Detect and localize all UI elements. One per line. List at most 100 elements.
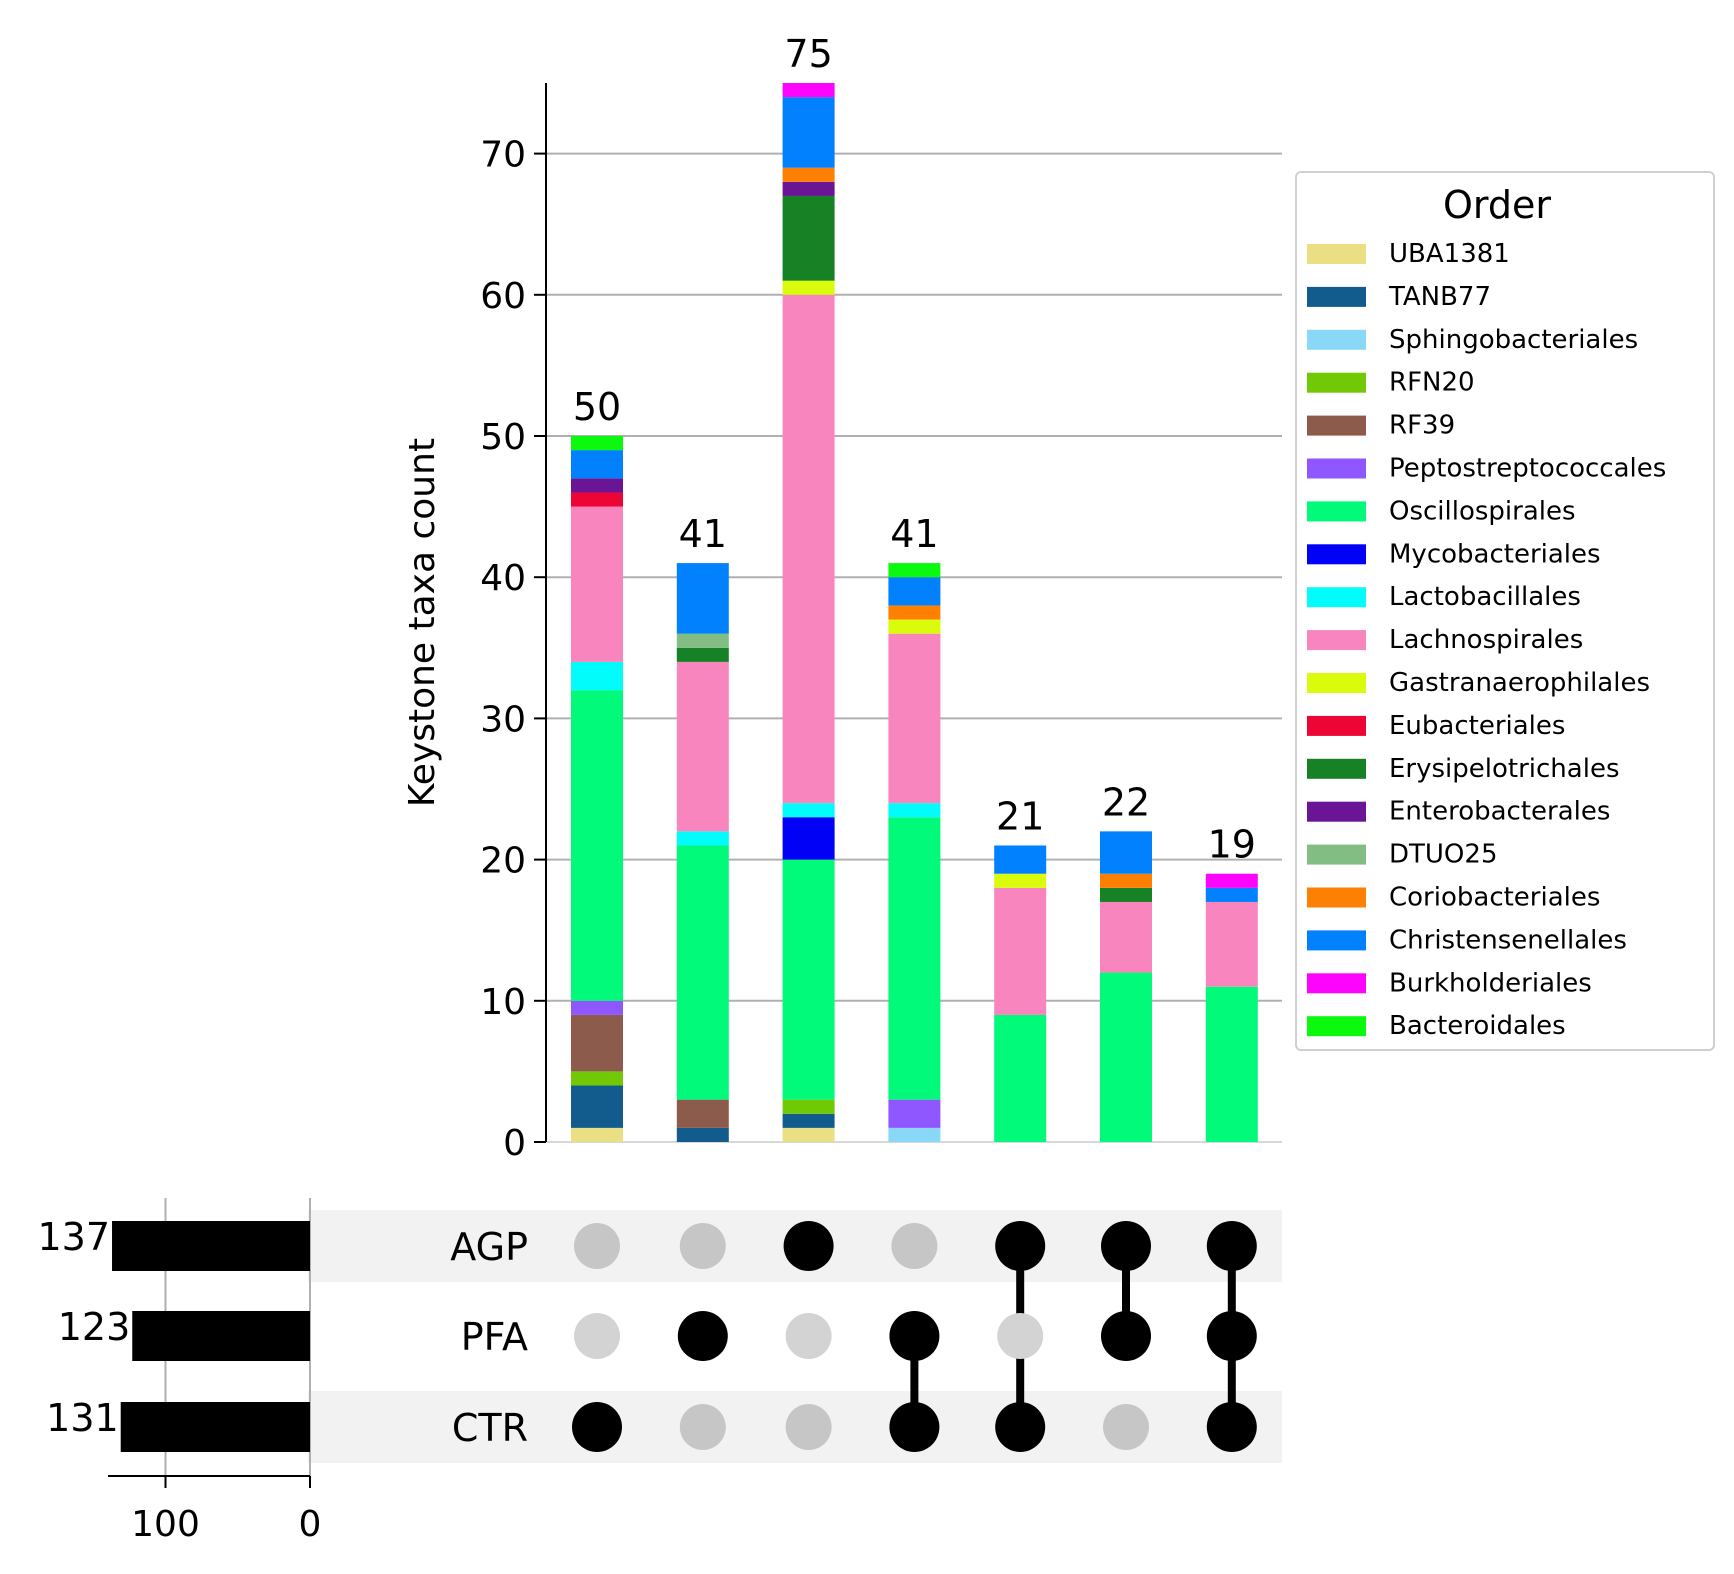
bar-segment xyxy=(1100,901,1152,973)
bar-segment xyxy=(782,803,835,818)
matrix-dot-active xyxy=(995,1402,1046,1452)
bar-segment xyxy=(1100,873,1152,888)
set-label: AGP xyxy=(450,1225,528,1269)
legend-swatch xyxy=(1307,458,1366,479)
bar-segment xyxy=(888,619,941,634)
set-size-tick-label: 0 xyxy=(299,1504,322,1545)
bar-segment xyxy=(782,83,835,98)
matrix-dot-active xyxy=(889,1402,940,1452)
bar-segment xyxy=(676,633,729,648)
legend-swatch xyxy=(1307,501,1366,522)
legend-entry: DTUO25 xyxy=(1389,840,1497,870)
bar-segment xyxy=(1205,887,1258,902)
bar-segment xyxy=(782,97,835,168)
bar-segment xyxy=(782,167,835,182)
bar-segment xyxy=(676,661,729,832)
bar-segment xyxy=(1205,901,1258,987)
y-tick-label: 0 xyxy=(503,1123,526,1164)
legend-swatch xyxy=(1307,415,1366,436)
matrix-dot-inactive xyxy=(891,1223,938,1269)
y-tick-label: 30 xyxy=(480,699,526,740)
bar-segment xyxy=(782,195,835,281)
bar-total-label: 22 xyxy=(1102,780,1150,824)
legend-entry: Eubacteriales xyxy=(1389,711,1565,741)
legend-swatch xyxy=(1307,758,1366,779)
bar-segment xyxy=(571,450,623,479)
bar-segment xyxy=(571,506,623,662)
legend-entry: Lachnospirales xyxy=(1389,625,1583,655)
legend-swatch xyxy=(1307,1016,1366,1037)
legend-swatch xyxy=(1307,372,1366,393)
legend-entry: Peptostreptococcales xyxy=(1389,454,1666,484)
bar-total-label: 41 xyxy=(890,512,938,556)
matrix-dot-active xyxy=(1206,1311,1257,1361)
set-size-bar xyxy=(120,1402,310,1452)
bar-segment xyxy=(994,873,1047,888)
legend-entry: RFN20 xyxy=(1389,368,1475,398)
bar-segment xyxy=(994,845,1047,874)
y-tick-label: 40 xyxy=(480,558,526,599)
bar-total-label: 19 xyxy=(1208,823,1256,867)
bar-segment xyxy=(888,1099,941,1128)
matrix-dot-active xyxy=(1206,1221,1257,1271)
matrix-dot-inactive xyxy=(997,1313,1044,1359)
y-tick-label: 10 xyxy=(480,982,526,1023)
legend-swatch xyxy=(1307,286,1366,307)
legend-entry: Christensenellales xyxy=(1389,925,1627,955)
bar-segment xyxy=(888,605,941,620)
legend-entry: Bacteroidales xyxy=(1389,1011,1566,1041)
bar-segment xyxy=(888,1127,941,1142)
matrix-dot-active xyxy=(1206,1402,1257,1452)
y-axis-label: Keystone taxa count xyxy=(402,438,443,807)
legend-entry: Burkholderiales xyxy=(1389,968,1592,998)
bar-segment xyxy=(888,577,941,606)
y-tick-label: 60 xyxy=(480,276,526,317)
legend-entry: Gastranaerophilales xyxy=(1389,668,1650,698)
bar-segment xyxy=(571,1000,623,1015)
bar-segment xyxy=(782,280,835,295)
bar-total-labels: 50 41 75 41 21 22 19 xyxy=(573,32,1256,867)
bar-segment xyxy=(888,817,941,1100)
y-tick-label: 50 xyxy=(480,417,526,458)
legend-swatch xyxy=(1307,544,1366,565)
bar-segment xyxy=(571,690,623,1001)
legend-swatch xyxy=(1307,973,1366,994)
bar-segment xyxy=(676,647,729,662)
legend-swatch xyxy=(1307,587,1366,608)
y-tick-label: 70 xyxy=(480,135,526,176)
set-size-label: 131 xyxy=(46,1396,119,1440)
bar-segment xyxy=(571,661,623,691)
set-size-bars: 137 123 131 xyxy=(38,1215,310,1452)
legend-frame xyxy=(1295,171,1715,1051)
bar-segment xyxy=(571,436,623,451)
set-label: CTR xyxy=(452,1406,528,1450)
bar-segment xyxy=(782,181,835,196)
set-size-label: 137 xyxy=(38,1215,111,1259)
legend-entry: Mycobacteriales xyxy=(1389,539,1601,569)
bar-segment xyxy=(571,1085,623,1128)
bar-total-label: 75 xyxy=(784,32,832,76)
set-size-label: 123 xyxy=(58,1305,131,1349)
bar-segment xyxy=(571,1127,623,1142)
legend-swatch xyxy=(1307,244,1366,264)
matrix-dot-active xyxy=(677,1311,728,1361)
bar-total-label: 41 xyxy=(679,512,727,556)
legend-entry: TANB77 xyxy=(1388,282,1491,312)
set-label: PFA xyxy=(461,1315,528,1359)
legend-entry: Enterobacterales xyxy=(1389,797,1610,827)
y-axis-ticks: 0 10 20 30 40 50 60 70 xyxy=(480,135,546,1164)
set-labels: AGP PFA CTR xyxy=(450,1225,528,1450)
bar-segment xyxy=(994,887,1047,1015)
bar-segment xyxy=(782,859,835,1100)
legend-swatch xyxy=(1307,844,1366,865)
matrix-dot-inactive xyxy=(574,1313,620,1359)
legend-entry: Coriobacteriales xyxy=(1389,883,1600,913)
matrix-dot-active xyxy=(572,1402,622,1452)
legend-entry: RF39 xyxy=(1389,411,1455,441)
legend-entry: Lactobacillales xyxy=(1389,582,1581,612)
matrix-dot-inactive xyxy=(785,1313,832,1359)
matrix-dot-inactive xyxy=(1103,1404,1149,1450)
set-size-axis: 100 0 xyxy=(108,1475,322,1545)
